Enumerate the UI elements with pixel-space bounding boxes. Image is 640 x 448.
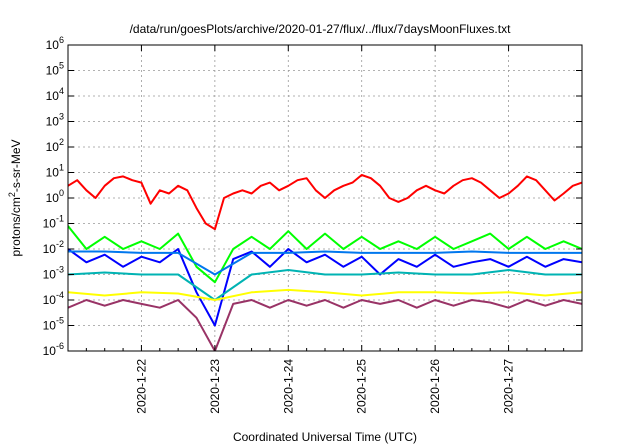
y-tick-label: 101 — [46, 163, 64, 180]
x-tick-label: 2020-1-27 — [502, 359, 516, 414]
y-tick-label: 100 — [46, 188, 64, 205]
y-tick-label: 10-5 — [43, 316, 64, 333]
x-tick-label: 2020-1-22 — [134, 359, 148, 414]
series-line — [68, 269, 582, 301]
y-axis: 10-6 10-5 10-4 10-3 10-2 10-1 100 101 102 103 104 1… — [43, 35, 582, 358]
y-tick-label: 10-3 — [43, 265, 64, 282]
y-tick-label: 102 — [46, 137, 64, 154]
y-tick-label: 10-4 — [43, 290, 64, 307]
series-layer — [68, 174, 582, 351]
chart-title: /data/run/goesPlots/archive/2020-01-27/f… — [130, 22, 512, 36]
series-line — [68, 299, 582, 351]
x-tick-label: 2020-1-25 — [355, 359, 369, 414]
y-tick-label: 104 — [46, 86, 64, 103]
x-tick-label: 2020-1-26 — [428, 359, 442, 414]
y-tick-label: 105 — [46, 61, 64, 78]
y-axis-label: protons/cm2-s-sr-MeV — [7, 139, 23, 256]
y-tick-label: 103 — [46, 112, 64, 129]
y-tick-label: 106 — [46, 35, 64, 52]
series-line — [68, 174, 582, 231]
series-line — [68, 288, 582, 301]
y-tick-label: 10-6 — [43, 341, 64, 358]
x-tick-label: 2020-1-23 — [208, 359, 222, 414]
x-axis-label: Coordinated Universal Time (UTC) — [233, 430, 417, 444]
series-line — [68, 248, 582, 327]
x-tick-label: 2020-1-24 — [281, 359, 295, 414]
y-tick-label: 10-1 — [43, 214, 64, 231]
series-line — [68, 250, 582, 276]
series-line — [68, 225, 582, 284]
x-axis: 2020-1-22 2020-1-23 2020-1-24 2020-1-25 2020… — [85, 45, 565, 414]
y-tick-label: 10-2 — [43, 239, 64, 256]
